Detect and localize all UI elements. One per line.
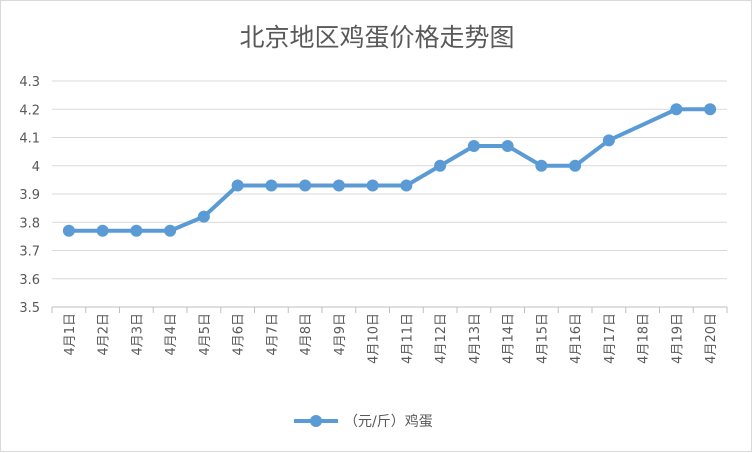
x-tick-label: 4月1日 <box>63 313 78 356</box>
x-tick-label: 4月11日 <box>400 313 415 364</box>
data-point <box>434 159 447 172</box>
data-point <box>366 179 379 192</box>
x-tick-label: 4月20日 <box>704 313 719 364</box>
x-tick-label: 4月3日 <box>130 313 145 356</box>
legend: （元/斤）鸡蛋 <box>294 413 433 430</box>
chart-title: 北京地区鸡蛋价格走势图 <box>239 23 514 52</box>
x-tick-label: 4月19日 <box>670 313 685 364</box>
x-tick-label: 4月5日 <box>198 313 213 356</box>
data-point <box>670 103 683 116</box>
data-point <box>231 179 244 192</box>
y-tick-label: 4 <box>32 160 40 175</box>
x-tick-label: 4月13日 <box>468 313 483 364</box>
x-tick-label: 4月6日 <box>232 313 247 356</box>
x-tick-label: 4月4日 <box>164 313 179 356</box>
data-point <box>704 103 717 116</box>
y-tick-label: 3.6 <box>19 273 40 288</box>
data-point <box>501 139 514 152</box>
x-axis: 4月1日 4月2日 4月3日 4月4日 4月5日 4月6日 4月7日 4月8日 4月9日 4月10… <box>51 306 728 364</box>
series-layer <box>62 103 717 237</box>
x-tick-label: 4月18日 <box>637 313 652 364</box>
data-point <box>197 210 210 223</box>
x-tick-label: 4月9日 <box>333 313 348 356</box>
y-tick-label: 4.1 <box>19 132 40 147</box>
legend-dot-marker <box>310 415 322 427</box>
y-tick-label: 3.5 <box>19 301 40 316</box>
x-tick-label: 4月10日 <box>367 313 382 364</box>
data-point <box>130 224 143 237</box>
data-point <box>164 224 177 237</box>
y-tick-label: 4.2 <box>19 103 40 118</box>
legend-label: （元/斤）鸡蛋 <box>344 413 433 430</box>
x-tick-label: 4月17日 <box>603 313 618 364</box>
data-point <box>569 159 582 172</box>
data-point <box>332 179 345 192</box>
y-tick-label: 3.7 <box>19 245 40 260</box>
x-tick-label: 4月2日 <box>97 313 112 356</box>
x-tick-label: 4月15日 <box>535 313 550 364</box>
data-point <box>299 179 312 192</box>
x-tick-label: 4月8日 <box>299 313 314 356</box>
x-tick-label: 4月7日 <box>265 313 280 356</box>
gridlines <box>52 80 727 308</box>
x-tick-label: 4月14日 <box>502 313 517 364</box>
data-point <box>62 224 75 237</box>
data-point <box>467 139 480 152</box>
y-tick-label: 4.3 <box>19 75 40 90</box>
data-point <box>535 159 548 172</box>
data-point <box>265 179 278 192</box>
data-point <box>400 179 413 192</box>
y-tick-label: 3.8 <box>19 216 40 231</box>
y-tick-label: 3.9 <box>19 188 40 203</box>
x-tick-label: 4月16日 <box>569 313 584 364</box>
x-tick-label: 4月12日 <box>434 313 449 364</box>
data-point <box>602 134 615 147</box>
y-axis: 3.5 3.6 3.7 3.8 3.9 4 4.1 4.2 4.3 <box>19 75 40 316</box>
data-point <box>96 224 109 237</box>
series-line <box>68 107 711 233</box>
